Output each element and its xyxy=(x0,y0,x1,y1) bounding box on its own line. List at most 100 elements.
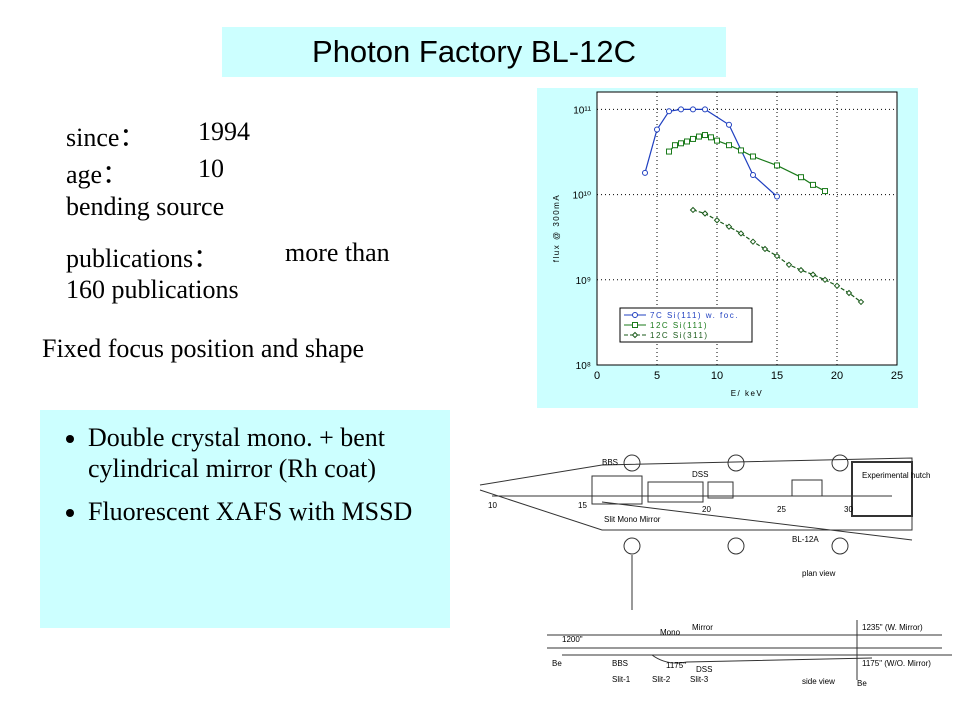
bullet-box: Double crystal mono. + bent cylindrical … xyxy=(40,410,450,628)
side-label: 1175" (W/O. Mirror) xyxy=(862,659,931,668)
plan-view-lines xyxy=(479,454,952,680)
source: bending source xyxy=(66,192,225,221)
side-label: Mono xyxy=(660,628,681,637)
data-point xyxy=(701,210,709,217)
age-label: age： xyxy=(66,160,129,189)
side-label: 1175" xyxy=(666,661,686,670)
side-label: DSS xyxy=(696,665,712,674)
data-point xyxy=(632,312,638,318)
data-point xyxy=(737,230,745,237)
y-tick-label: 10⁹ xyxy=(576,276,591,287)
side-label: Slit-3 xyxy=(690,675,709,684)
x-tick-label: 15 xyxy=(771,370,783,382)
y-tick-label: 10¹¹ xyxy=(573,105,591,116)
side-label: 1235" (W. Mirror) xyxy=(862,623,923,632)
data-point xyxy=(785,261,793,269)
publications: 160 publications xyxy=(66,275,239,304)
data-point xyxy=(738,147,744,154)
publications: more than xyxy=(285,238,390,267)
beamline-diagram: BBS DSS Experimental hutch 10 15 20 25 3… xyxy=(479,454,952,688)
since-label: since： xyxy=(66,123,146,152)
data-point xyxy=(666,108,672,115)
data-point xyxy=(684,138,690,145)
side-label: BBS xyxy=(612,659,628,668)
chart: E/ keV flux @ 300mA 0 5 10 15 20 25 10⁸ 10⁹ 10¹⁰… xyxy=(537,88,918,408)
plan-label: 25 xyxy=(777,505,786,514)
data-point xyxy=(708,134,714,141)
data-point xyxy=(750,153,756,160)
legend-label: 12C Si(111) xyxy=(650,321,708,330)
data-point xyxy=(702,132,708,139)
side-label: Slit-1 xyxy=(612,675,631,684)
side-label: Slit-2 xyxy=(652,675,671,684)
data-point xyxy=(714,137,720,144)
data-point xyxy=(702,106,708,113)
data-point xyxy=(696,133,702,140)
data-point xyxy=(773,252,781,260)
data-point xyxy=(632,322,638,328)
plan-label: BL-12A xyxy=(792,535,819,544)
data-point xyxy=(833,282,841,290)
data-point xyxy=(845,289,853,297)
side-label: 1200" xyxy=(562,635,583,644)
side-label: side view xyxy=(802,677,835,686)
x-axis-label: E/ keV xyxy=(731,389,764,398)
x-tick-label: 25 xyxy=(891,370,903,382)
legend-label: 7C Si(111) w. foc. xyxy=(650,311,739,320)
data-point xyxy=(726,121,732,128)
x-tick-label: 5 xyxy=(654,370,660,382)
data-point xyxy=(761,245,769,253)
data-point xyxy=(678,106,684,113)
data-point xyxy=(809,271,817,278)
slide-title: Photon Factory BL-12C xyxy=(222,27,726,77)
y-axis-label: flux @ 300mA xyxy=(552,194,561,262)
data-point xyxy=(810,181,816,188)
data-point xyxy=(726,142,732,149)
data-point xyxy=(750,171,756,178)
x-tick-label: 20 xyxy=(831,370,843,382)
data-point xyxy=(725,223,733,230)
data-point xyxy=(672,142,678,149)
plan-label: plan view xyxy=(802,569,836,578)
plan-label: 30 xyxy=(844,505,853,514)
bullet: Double crystal mono. + bent cylindrical … xyxy=(88,422,440,484)
age: 10 xyxy=(198,154,224,183)
x-tick-label: 10 xyxy=(711,370,723,382)
data-point xyxy=(690,106,696,113)
data-point xyxy=(654,126,660,133)
plan-label: Slit Mono Mirror xyxy=(604,515,661,524)
data-point xyxy=(774,193,780,200)
y-tick-label: 10¹⁰ xyxy=(573,191,591,202)
legend-label: 12C Si(311) xyxy=(650,331,709,340)
side-label: Be xyxy=(857,679,867,688)
focus: Fixed focus position and shape xyxy=(42,334,365,363)
plan-label: 20 xyxy=(702,505,711,514)
data-point xyxy=(642,169,648,176)
data-point xyxy=(798,174,804,181)
data-point xyxy=(631,331,639,339)
data-point xyxy=(774,162,780,169)
plan-label: DSS xyxy=(692,470,708,479)
y-tick-label: 10⁸ xyxy=(576,361,591,372)
data-point xyxy=(690,135,696,142)
since: 1994 xyxy=(198,117,250,146)
data-point xyxy=(821,276,829,284)
side-label: Be xyxy=(552,659,562,668)
data-point xyxy=(666,148,672,155)
data-point xyxy=(678,140,684,147)
plan-label: Experimental hutch xyxy=(862,471,930,480)
plan-label: 10 xyxy=(488,501,497,510)
bullet-list: Double crystal mono. + bent cylindrical … xyxy=(40,410,450,527)
publications-label: publications： xyxy=(66,244,220,273)
plan-label: 15 xyxy=(578,501,587,510)
x-tick-label: 0 xyxy=(594,370,600,382)
plan-label: BBS xyxy=(602,458,618,467)
bullet: Fluorescent XAFS with MSSD xyxy=(88,496,440,527)
data-point xyxy=(857,298,865,306)
data-point xyxy=(797,266,805,274)
data-point xyxy=(689,206,697,214)
side-label: Mirror xyxy=(692,623,713,632)
data-point xyxy=(713,217,721,224)
data-point xyxy=(749,238,757,245)
